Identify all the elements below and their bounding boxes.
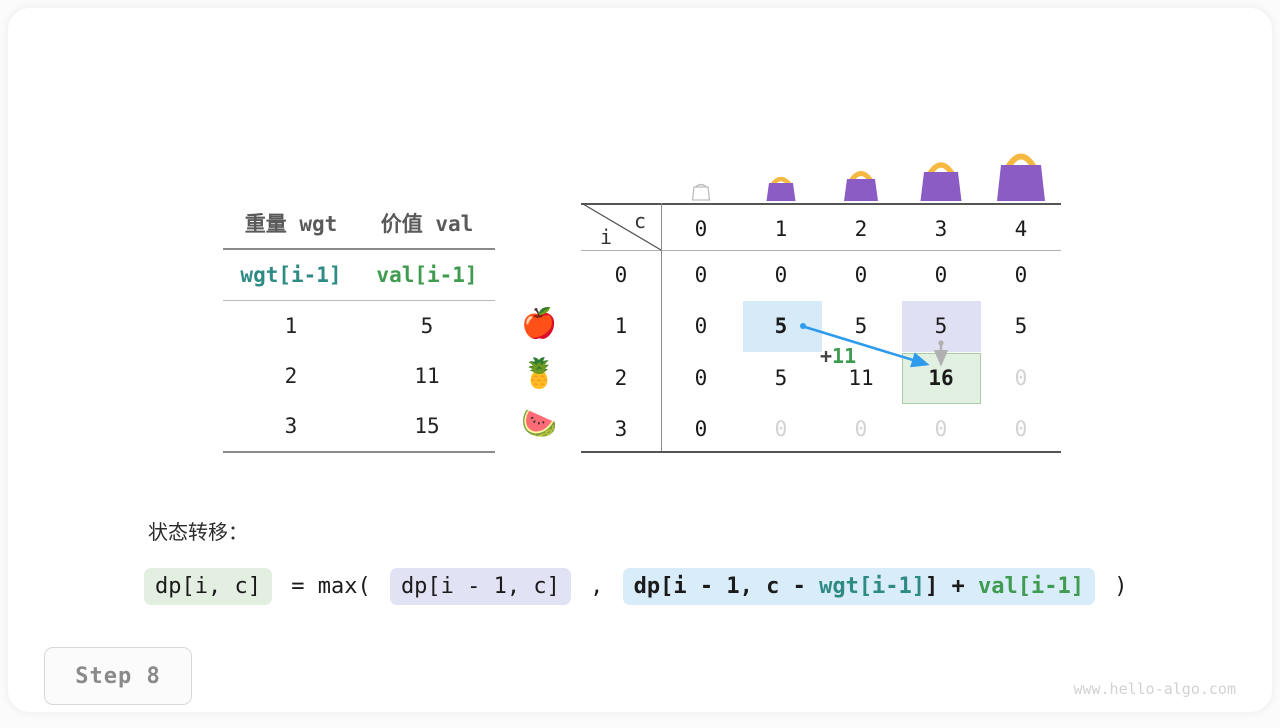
dp-border-bottom (581, 451, 1061, 453)
dp-col-header-4: 4 (1014, 217, 1028, 241)
bag-icon-4-svg (997, 153, 1045, 201)
bag-icon-0-svg (691, 183, 711, 201)
watermark: www.hello-algo.com (1073, 680, 1236, 698)
transition-formula: dp[i, c] = max( dp[i - 1, c] , dp[i - 1,… (144, 568, 1134, 605)
dp-corner-label-i: i (599, 225, 613, 249)
watermelon-emoji: 🍉 (520, 406, 558, 440)
item-table-row: 2 11 (223, 351, 495, 401)
dp-cell-3-1: 0 (774, 417, 788, 441)
dp-row-header-3: 3 (614, 417, 628, 441)
dp-cell-2-2: 11 (848, 366, 874, 390)
gain-sign: + (820, 344, 833, 368)
formula-token-val: val[i-1] (978, 574, 1084, 599)
dp-col-header-3: 3 (934, 217, 948, 241)
dp-vertical-divider (661, 203, 662, 451)
apple-emoji: 🍎 (520, 306, 558, 340)
dp-header-divider (581, 250, 1061, 251)
bag-icon-0 (661, 130, 741, 202)
transition-label: 状态转移： (148, 520, 248, 544)
item-icons-column: 🍎 🍍 🍉 (516, 298, 562, 448)
step-badge: Step 8 (44, 647, 192, 705)
dp-row-header-0: 0 (614, 263, 628, 287)
dp-row-header-1: 1 (614, 314, 628, 338)
dp-corner-diagonal-icon (582, 203, 662, 251)
dp-cell-1-1: 5 (774, 314, 788, 338)
step-badge-label: Step 8 (75, 663, 161, 689)
item-table-header-row: 重量 wgt 价值 val (223, 198, 495, 248)
item-table-row: 1 5 (223, 301, 495, 351)
formula-token-wgt: wgt[i-1] (819, 574, 926, 599)
dp-cell-3-2: 0 (854, 417, 868, 441)
item-wgt-2: 2 (284, 364, 298, 388)
item-table: 重量 wgt 价值 val wgt[i-1] val[i-1] 1 5 2 11… (223, 198, 495, 453)
dp-cell-0-2: 0 (854, 263, 868, 287)
dp-cell-3-4: 0 (1014, 417, 1028, 441)
dp-cell-3-0: 0 (694, 417, 708, 441)
bag-icon-3 (901, 130, 981, 202)
item-val-2: 11 (414, 364, 440, 388)
gain-annotation: +11 (820, 344, 856, 368)
dp-cell-2-1: 5 (774, 366, 788, 390)
item-table-subheader-val: val[i-1] (376, 263, 478, 287)
bag-icon-2 (821, 130, 901, 202)
gain-value: 11 (832, 344, 857, 368)
formula-option-skip: dp[i - 1, c] (389, 568, 571, 605)
item-table-divider-bottom (223, 451, 495, 453)
item-wgt-3: 3 (284, 414, 298, 438)
dp-cell-3-3: 0 (934, 417, 948, 441)
dp-cell-1-0: 0 (694, 314, 708, 338)
dp-border-top (581, 203, 1061, 205)
item-table-divider-mid (223, 300, 495, 301)
dp-cell-2-0: 0 (694, 366, 708, 390)
item-val-1: 5 (420, 314, 434, 338)
formula-target: dp[i, c] (144, 568, 272, 605)
formula-eq: = max( (277, 574, 384, 599)
item-table-row: 3 15 (223, 401, 495, 451)
bag-icon-3-svg (920, 162, 962, 201)
dp-cell-2-4: 0 (1014, 366, 1028, 390)
dp-col-header-1: 1 (774, 217, 788, 241)
item-val-3: 15 (414, 414, 440, 438)
formula-comma: , (576, 574, 617, 599)
dp-corner-label-c: c (633, 209, 647, 233)
formula-option-take: dp[i - 1, c - wgt[i-1]] + val[i-1] (622, 568, 1095, 605)
formula-close: ) (1101, 574, 1128, 599)
item-table-header-wgt: 重量 wgt (244, 212, 338, 236)
dp-cell-0-0: 0 (694, 263, 708, 287)
slide-card: 重量 wgt 价值 val wgt[i-1] val[i-1] 1 5 2 11… (8, 8, 1272, 712)
dp-row-header-2: 2 (614, 366, 628, 390)
dp-cell-1-4: 5 (1014, 314, 1028, 338)
bag-icon-1-svg (766, 176, 796, 201)
item-table-divider-top (223, 248, 495, 250)
dp-cell-0-3: 0 (934, 263, 948, 287)
dp-cell-2-3: 16 (928, 366, 954, 390)
dp-cell-0-4: 0 (1014, 263, 1028, 287)
pineapple-emoji: 🍍 (520, 356, 558, 390)
bag-icon-4 (981, 130, 1061, 202)
dp-cell-0-1: 0 (774, 263, 788, 287)
item-wgt-1: 1 (284, 314, 298, 338)
bag-icon-2-svg (844, 171, 878, 201)
item-table-subheader-row: wgt[i-1] val[i-1] (223, 250, 495, 300)
formula-take-pre: dp[i - 1, c - (633, 574, 820, 599)
dp-table: c i 0 1 2 3 4 0 1 2 3 0 0 0 0 0 0 5 5 5 … (581, 203, 1061, 453)
bag-icon-row (581, 130, 1061, 202)
item-table-header-val: 价值 val (380, 212, 474, 236)
dp-cell-1-3: 5 (934, 314, 948, 338)
formula-take-mid: ] + (925, 574, 979, 599)
dp-col-header-0: 0 (694, 217, 708, 241)
bag-icon-1 (741, 130, 821, 202)
dp-col-header-2: 2 (854, 217, 868, 241)
item-table-subheader-wgt: wgt[i-1] (240, 263, 342, 287)
